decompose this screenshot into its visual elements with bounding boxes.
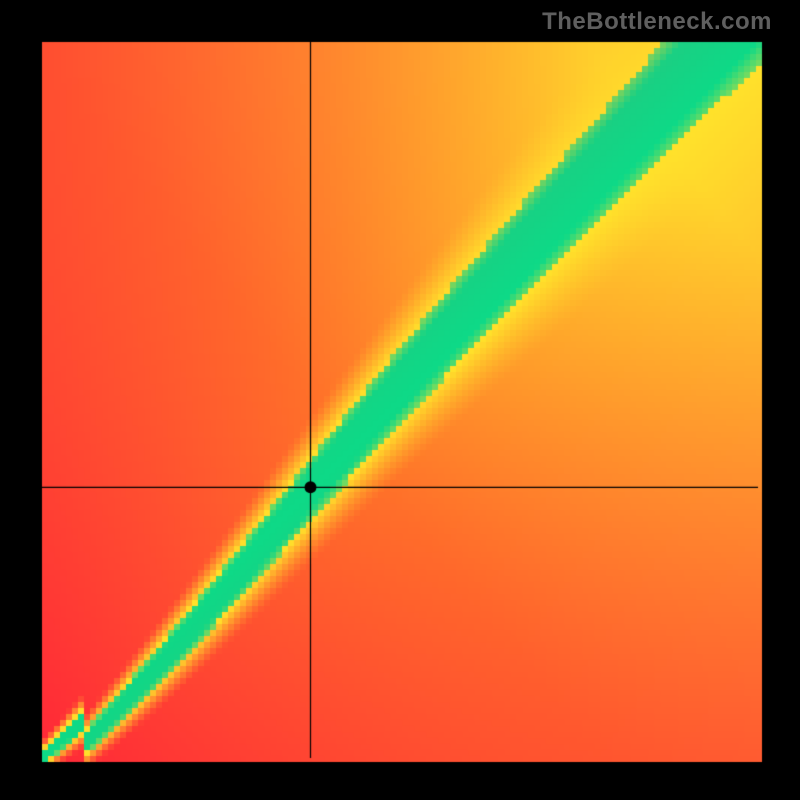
chart-container: TheBottleneck.com	[0, 0, 800, 800]
watermark-text: TheBottleneck.com	[542, 8, 772, 36]
bottleneck-heatmap	[0, 0, 800, 800]
